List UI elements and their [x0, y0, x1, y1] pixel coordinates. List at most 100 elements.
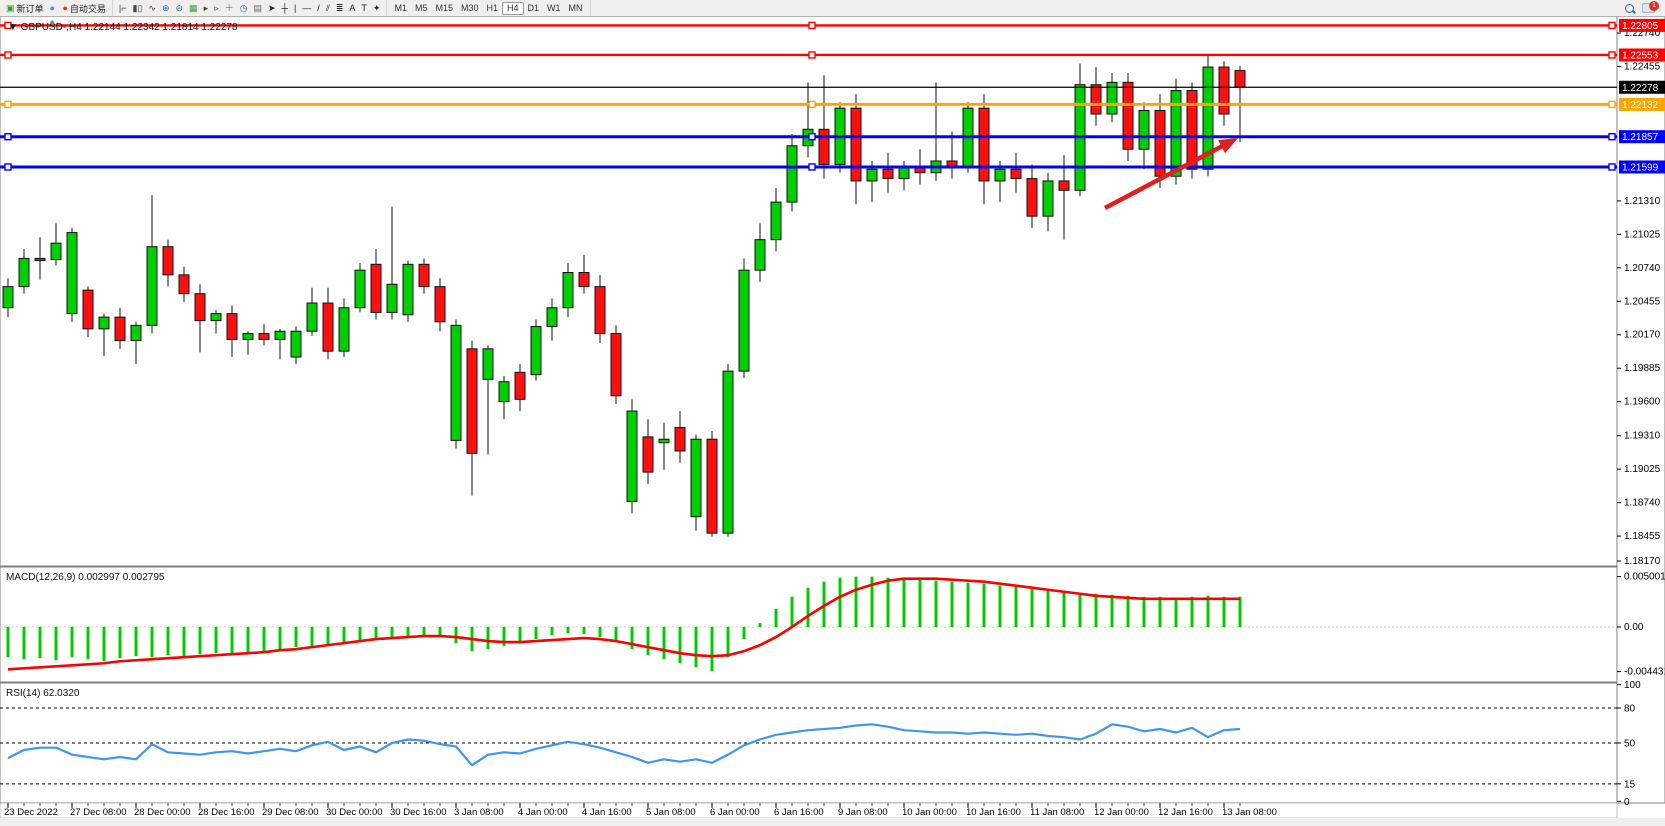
candle-body: [530, 326, 542, 376]
text-icon[interactable]: A: [349, 2, 356, 13]
candle-body: [434, 286, 446, 323]
cursor-icon[interactable]: ➤: [268, 2, 276, 13]
line-handle[interactable]: [808, 21, 816, 30]
candle-body: [2, 286, 14, 309]
time-label: 9 Jan 08:00: [838, 807, 888, 818]
vertical-line-icon[interactable]: |: [293, 2, 297, 13]
line-handle[interactable]: [4, 132, 12, 141]
arrange-right-icon[interactable]: ▹: [214, 2, 219, 13]
candle-body: [866, 168, 878, 182]
price-badge-label: 1.22553: [1622, 50, 1659, 61]
timeframe-m30[interactable]: M30: [460, 2, 479, 13]
candle-body: [1042, 180, 1054, 217]
line-handle[interactable]: [4, 21, 12, 30]
price-tick-label: 1.22740: [1624, 28, 1661, 39]
timeframe-m15[interactable]: M15: [435, 2, 453, 13]
timeframe-h1[interactable]: H1: [486, 2, 499, 13]
timeframe-h4[interactable]: H4: [502, 1, 524, 15]
candle-body: [562, 272, 574, 309]
line-handle[interactable]: [808, 132, 816, 141]
candle-body: [450, 324, 462, 441]
candle-body: [626, 410, 638, 502]
price-tick-label: 1.19885: [1624, 363, 1661, 374]
channel-icon[interactable]: ⫽: [325, 2, 330, 13]
add-indicator-icon[interactable]: ＋: [224, 2, 234, 13]
timeframe-w1[interactable]: W1: [547, 2, 561, 13]
price-axis-area[interactable]: [1616, 15, 1665, 804]
trendline-icon[interactable]: /: [317, 2, 320, 13]
line-handle[interactable]: [1608, 163, 1616, 171]
time-label: 29 Dec 08:00: [262, 807, 319, 818]
candle-body: [690, 438, 702, 518]
signal-icon[interactable]: ●: [49, 16, 55, 27]
candle-body: [370, 263, 382, 313]
candle-body: [194, 293, 206, 322]
time-label: 28 Dec 00:00: [134, 807, 191, 818]
new-order-label: 新订单: [16, 3, 44, 14]
candle-body: [146, 246, 158, 326]
candle-body: [1186, 90, 1198, 170]
price-tick-label: 1.21025: [1624, 229, 1661, 240]
line-handle[interactable]: [1608, 51, 1616, 59]
candle-body: [738, 269, 750, 372]
line-handle[interactable]: [4, 51, 12, 59]
line-handle[interactable]: [1608, 132, 1616, 141]
candle-body: [274, 330, 286, 340]
price-badge: [1619, 80, 1665, 94]
community-icon[interactable]: ●: [49, 2, 55, 13]
periods-clock-icon[interactable]: ◷: [239, 2, 248, 13]
time-label: 12 Jan 16:00: [1158, 807, 1213, 818]
status-strip: [0, 818, 1665, 826]
chart-title: ▼ GBPUSD-,H4 1.22144 1.22342 1.21814 1.2…: [8, 22, 238, 33]
arrange-left-icon[interactable]: ▸: [203, 2, 209, 13]
candle-body: [1090, 84, 1102, 115]
line-handle[interactable]: [808, 163, 816, 171]
main-chart-group: [2, 55, 1246, 537]
trend-arrow[interactable]: [1103, 140, 1232, 210]
candle-body: [498, 381, 510, 403]
template-icon[interactable]: ▤: [253, 2, 263, 13]
fibonacci-icon[interactable]: ≣: [335, 2, 344, 13]
rsi-tick-label: 15: [1624, 779, 1636, 790]
candle-body: [258, 333, 270, 340]
label-icon[interactable]: T: [361, 2, 367, 13]
line-handle[interactable]: [4, 163, 12, 171]
horizontal-line-icon[interactable]: —: [302, 2, 312, 13]
zoom-in-icon[interactable]: ⊕: [161, 2, 170, 13]
candlestick-chart-icon[interactable]: ▮▯: [132, 2, 143, 13]
candle-body: [1218, 66, 1230, 115]
rsi-label: RSI(14) 62.0320: [6, 688, 80, 699]
timeframe-m5[interactable]: M5: [414, 2, 428, 13]
bar-chart-icon[interactable]: |⌐: [118, 2, 127, 13]
search-icon[interactable]: [1625, 3, 1634, 13]
time-label: 10 Jan 00:00: [902, 807, 957, 818]
line-handle[interactable]: [808, 100, 816, 109]
time-label: 4 Jan 00:00: [518, 807, 568, 818]
new-order-button[interactable]: ▣ 新订单: [3, 1, 47, 15]
timeframe-d1[interactable]: D1: [527, 2, 540, 13]
chat-icon[interactable]: 1: [1642, 1, 1659, 13]
candle-body: [898, 166, 910, 180]
line-chart-icon[interactable]: ∿: [148, 2, 156, 13]
timeframe-mn[interactable]: MN: [568, 2, 583, 13]
timeframe-m1[interactable]: M1: [394, 2, 407, 13]
shapes-icon[interactable]: ✦: [372, 2, 381, 13]
rsi-line: [7, 723, 1241, 767]
autotrading-button[interactable]: ● 自动交易: [59, 1, 108, 15]
candle-body: [18, 257, 30, 288]
candle-body: [786, 145, 798, 203]
line-handle[interactable]: [808, 51, 816, 59]
line-handle[interactable]: [4, 100, 12, 109]
line-handle[interactable]: [1608, 21, 1616, 30]
rsi-tick-label: 100: [1624, 680, 1641, 691]
line-handle[interactable]: [1608, 100, 1616, 109]
macd-tick-label: 0.00: [1624, 622, 1644, 633]
time-label: 30 Dec 16:00: [390, 807, 447, 818]
time-label: 4 Jan 16:00: [582, 807, 632, 818]
tile-windows-icon[interactable]: ▦: [189, 2, 198, 13]
price-badge: [1619, 18, 1665, 32]
crosshair-icon[interactable]: ┼: [281, 2, 288, 13]
zoom-out-icon[interactable]: ⊖: [175, 2, 184, 13]
